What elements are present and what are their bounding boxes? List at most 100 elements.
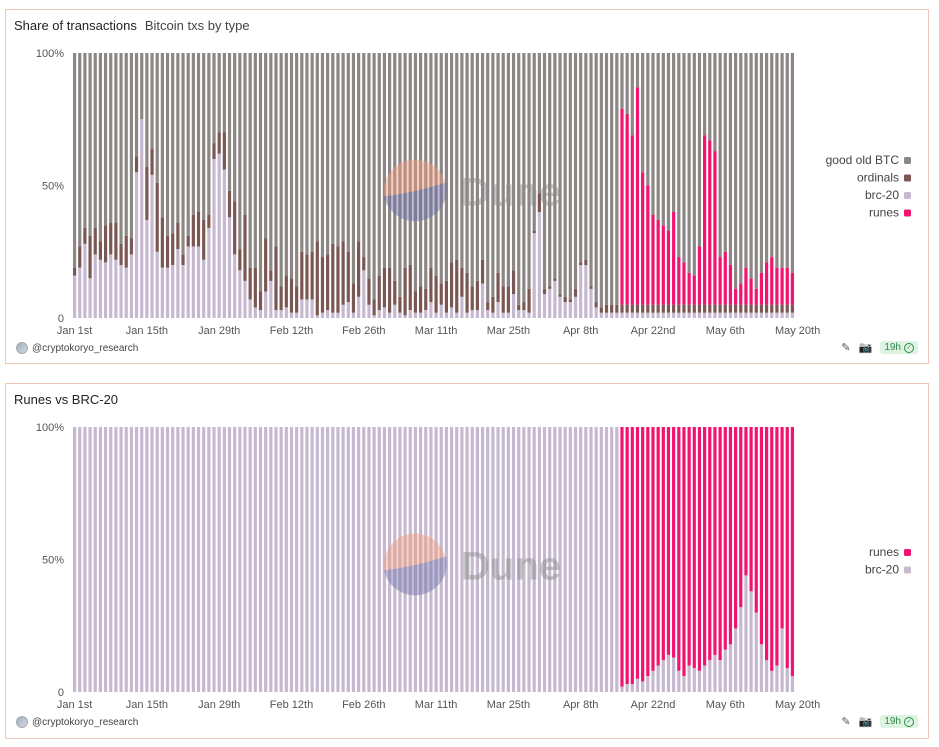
bar-segment-ordinals[interactable]: [429, 267, 433, 303]
bar-segment-brc-20[interactable]: [134, 172, 139, 318]
bar-segment-runes[interactable]: [734, 427, 738, 629]
bar-segment-good-old-btc[interactable]: [264, 53, 268, 239]
bar-segment-ordinals[interactable]: [548, 286, 552, 289]
bar-segment-good-old-btc[interactable]: [145, 53, 149, 167]
bar-segment-brc-20[interactable]: [759, 644, 764, 692]
bar-segment-brc-20[interactable]: [749, 591, 753, 692]
bar-segment-good-old-btc[interactable]: [728, 53, 733, 265]
bar-segment-brc-20[interactable]: [165, 427, 170, 692]
bar-segment-brc-20[interactable]: [253, 427, 257, 692]
bar-segment-runes[interactable]: [687, 427, 691, 666]
bar-segment-brc-20[interactable]: [584, 265, 588, 318]
bar-segment-good-old-btc[interactable]: [568, 53, 572, 300]
bar-segment-runes[interactable]: [630, 427, 634, 685]
bar-segment-brc-20[interactable]: [408, 310, 412, 318]
bar-segment-brc-20[interactable]: [367, 304, 371, 318]
bar-segment-runes[interactable]: [625, 113, 629, 305]
bar-segment-ordinals[interactable]: [217, 132, 221, 154]
bar-segment-brc-20[interactable]: [155, 427, 159, 692]
bar-segment-brc-20[interactable]: [315, 315, 319, 318]
bar-segment-brc-20[interactable]: [491, 312, 495, 318]
bar-segment-good-old-btc[interactable]: [692, 53, 696, 276]
bar-segment-runes[interactable]: [682, 262, 686, 305]
bar-segment-ordinals[interactable]: [790, 304, 795, 313]
bar-segment-brc-20[interactable]: [150, 174, 154, 318]
bar-segment-brc-20[interactable]: [202, 427, 206, 692]
bar-segment-brc-20[interactable]: [651, 312, 655, 318]
bar-segment-brc-20[interactable]: [610, 312, 614, 318]
bar-segment-ordinals[interactable]: [480, 259, 485, 284]
bar-segment-ordinals[interactable]: [300, 251, 304, 300]
bar-segment-ordinals[interactable]: [320, 257, 325, 313]
bar-segment-runes[interactable]: [739, 283, 743, 305]
bar-segment-ordinals[interactable]: [517, 304, 521, 311]
bar-segment-good-old-btc[interactable]: [470, 53, 474, 287]
bar-segment-good-old-btc[interactable]: [109, 53, 113, 223]
bar-segment-ordinals[interactable]: [331, 243, 335, 313]
bar-segment-good-old-btc[interactable]: [362, 53, 366, 258]
bar-segment-ordinals[interactable]: [186, 235, 190, 247]
bar-segment-brc-20[interactable]: [506, 427, 510, 692]
bar-segment-brc-20[interactable]: [625, 312, 629, 318]
bar-segment-good-old-btc[interactable]: [511, 53, 516, 271]
bar-segment-ordinals[interactable]: [212, 143, 216, 159]
bar-segment-good-old-btc[interactable]: [305, 53, 309, 255]
bar-segment-brc-20[interactable]: [362, 270, 366, 318]
bar-segment-good-old-btc[interactable]: [393, 53, 397, 281]
bar-segment-good-old-btc[interactable]: [506, 53, 510, 287]
bar-segment-good-old-btc[interactable]: [465, 53, 469, 273]
bar-segment-good-old-btc[interactable]: [119, 53, 123, 244]
bar-segment-brc-20[interactable]: [393, 427, 397, 692]
bar-segment-good-old-btc[interactable]: [367, 53, 371, 279]
bar-segment-brc-20[interactable]: [708, 312, 712, 318]
bar-segment-brc-20[interactable]: [677, 312, 681, 318]
bar-segment-good-old-btc[interactable]: [708, 53, 712, 141]
bar-segment-runes[interactable]: [790, 427, 795, 677]
bar-segment-good-old-btc[interactable]: [403, 53, 407, 268]
bar-segment-brc-20[interactable]: [692, 312, 696, 318]
bar-segment-runes[interactable]: [723, 251, 727, 305]
bar-segment-ordinals[interactable]: [775, 304, 779, 313]
bar-segment-good-old-btc[interactable]: [635, 53, 640, 88]
bar-segment-brc-20[interactable]: [646, 676, 650, 692]
bar-segment-good-old-btc[interactable]: [723, 53, 727, 252]
bar-segment-ordinals[interactable]: [408, 265, 412, 311]
bar-segment-brc-20[interactable]: [475, 310, 479, 318]
bar-segment-ordinals[interactable]: [542, 288, 547, 295]
bar-segment-good-old-btc[interactable]: [527, 53, 531, 289]
bar-segment-ordinals[interactable]: [222, 132, 226, 170]
bar-segment-ordinals[interactable]: [594, 302, 598, 308]
bar-segment-good-old-btc[interactable]: [444, 53, 449, 281]
bar-segment-brc-20[interactable]: [279, 310, 283, 318]
bar-segment-runes[interactable]: [703, 135, 707, 305]
author-credit[interactable]: @cryptokoryo_research: [16, 342, 138, 354]
bar-segment-good-old-btc[interactable]: [697, 53, 702, 247]
bar-segment-runes[interactable]: [759, 427, 764, 645]
bar-segment-runes[interactable]: [775, 267, 779, 305]
bar-segment-ordinals[interactable]: [651, 304, 655, 313]
bar-segment-good-old-btc[interactable]: [548, 53, 552, 287]
bar-segment-good-old-btc[interactable]: [181, 53, 185, 255]
bar-segment-ordinals[interactable]: [666, 304, 671, 313]
bar-segment-ordinals[interactable]: [377, 275, 381, 311]
bar-segment-good-old-btc[interactable]: [176, 53, 180, 223]
bar-segment-good-old-btc[interactable]: [780, 53, 784, 268]
bar-segment-good-old-btc[interactable]: [496, 53, 500, 273]
bar-segment-brc-20[interactable]: [610, 427, 614, 692]
bar-segment-good-old-btc[interactable]: [532, 53, 536, 231]
bar-segment-runes[interactable]: [718, 257, 722, 305]
bar-segment-good-old-btc[interactable]: [295, 53, 299, 287]
bar-segment-runes[interactable]: [656, 427, 660, 666]
bar-segment-brc-20[interactable]: [558, 427, 562, 692]
bar-segment-brc-20[interactable]: [403, 315, 407, 318]
bar-segment-brc-20[interactable]: [320, 312, 325, 318]
bar-segment-brc-20[interactable]: [785, 312, 789, 318]
bar-segment-brc-20[interactable]: [599, 312, 603, 318]
bar-segment-ordinals[interactable]: [625, 304, 629, 313]
bar-segment-ordinals[interactable]: [295, 286, 299, 313]
bar-segment-ordinals[interactable]: [382, 267, 387, 308]
bar-segment-good-old-btc[interactable]: [269, 53, 273, 271]
bar-segment-runes[interactable]: [780, 427, 784, 629]
bar-segment-brc-20[interactable]: [382, 427, 387, 692]
bar-segment-good-old-btc[interactable]: [718, 53, 722, 258]
